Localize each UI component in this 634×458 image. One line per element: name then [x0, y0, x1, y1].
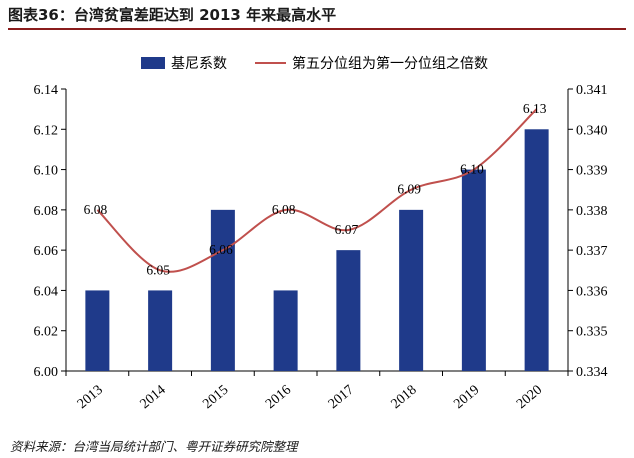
legend-bar-swatch	[141, 57, 165, 69]
x-tick-label: 2015	[200, 383, 231, 412]
title-divider	[8, 28, 626, 30]
x-tick-label: 2013	[75, 383, 106, 412]
bar	[273, 290, 298, 371]
bar	[524, 129, 549, 371]
legend-line-label: 第五分位组为第一分位组之倍数	[292, 55, 488, 72]
right-tick-label: 0.337	[576, 244, 608, 259]
right-tick-label: 0.338	[576, 204, 608, 219]
data-label: 6.10	[460, 162, 484, 177]
line-series	[96, 108, 538, 273]
bar	[399, 209, 424, 371]
data-label: 6.13	[523, 101, 547, 116]
data-label: 6.08	[84, 202, 108, 217]
data-label: 6.08	[272, 202, 296, 217]
left-tick-label: 6.06	[34, 244, 59, 259]
x-tick-label: 2019	[451, 383, 482, 412]
data-label: 6.06	[209, 242, 233, 257]
right-tick-label: 0.339	[576, 164, 608, 179]
x-tick-label: 2020	[514, 383, 545, 412]
legend-bar-label: 基尼系数	[171, 55, 227, 72]
chart-title: 图表36：台湾贫富差距达到 2013 年来最高水平	[8, 6, 337, 24]
bar	[336, 250, 361, 371]
right-tick-label: 0.334	[576, 365, 608, 380]
x-tick-label: 2017	[326, 383, 357, 412]
left-tick-label: 6.10	[34, 164, 59, 179]
left-tick-label: 6.14	[34, 83, 59, 98]
bar	[148, 290, 173, 371]
data-label: 6.05	[146, 262, 170, 277]
right-tick-label: 0.340	[576, 123, 608, 138]
x-tick-label: 2018	[389, 383, 420, 412]
left-tick-label: 6.00	[34, 365, 59, 380]
right-tick-label: 0.335	[576, 325, 608, 340]
bar	[85, 290, 110, 371]
data-label: 6.07	[335, 222, 359, 237]
x-tick-label: 2016	[263, 383, 294, 412]
left-tick-label: 6.08	[34, 204, 59, 219]
bar	[210, 209, 235, 371]
right-tick-label: 0.336	[576, 284, 608, 299]
left-tick-label: 6.12	[34, 123, 59, 138]
left-tick-label: 6.02	[34, 325, 59, 340]
right-tick-label: 0.341	[576, 83, 608, 98]
x-tick-label: 2014	[138, 383, 169, 412]
data-label: 6.09	[397, 182, 421, 197]
source-note: 资料来源：台湾当局统计部门、粤开证券研究院整理	[10, 439, 298, 454]
left-tick-label: 6.04	[34, 284, 59, 299]
bar	[461, 169, 486, 371]
